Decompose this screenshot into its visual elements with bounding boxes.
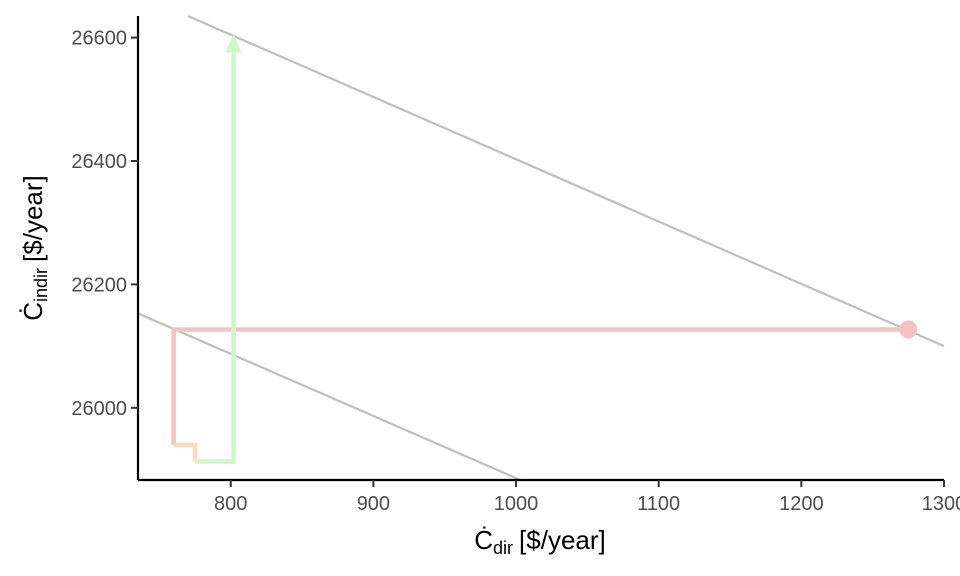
x-tick-label: 800	[214, 493, 247, 515]
series-start-point	[899, 320, 918, 339]
x-axis-ticks: 800 900 1000 1100 1200 1300	[214, 480, 960, 515]
x-axis-title: Ċdir [$/year]	[474, 525, 606, 558]
reference-line	[187, 14, 945, 348]
axes	[136, 16, 944, 482]
y-tick-label: 26400	[71, 151, 127, 173]
data-series	[171, 34, 918, 464]
series-path-3	[195, 52, 236, 464]
reference-lines	[138, 14, 945, 480]
y-axis-title: Ċindir[$/year]	[18, 175, 51, 321]
x-tick-label: 1300	[922, 493, 960, 515]
y-axis-ticks: 26000 26200 26400 26600	[71, 28, 138, 420]
y-tick-label: 26000	[71, 398, 127, 420]
series-arrowhead	[225, 34, 242, 53]
y-tick-label: 26600	[71, 28, 127, 50]
x-tick-label: 900	[357, 493, 390, 515]
x-tick-label: 1200	[779, 493, 824, 515]
x-tick-label: 1000	[494, 493, 539, 515]
x-tick-label: 1100	[637, 493, 680, 515]
y-tick-label: 26200	[71, 274, 127, 296]
series-path-1	[171, 327, 909, 445]
series-path-2	[173, 442, 198, 462]
reference-line	[138, 312, 521, 480]
